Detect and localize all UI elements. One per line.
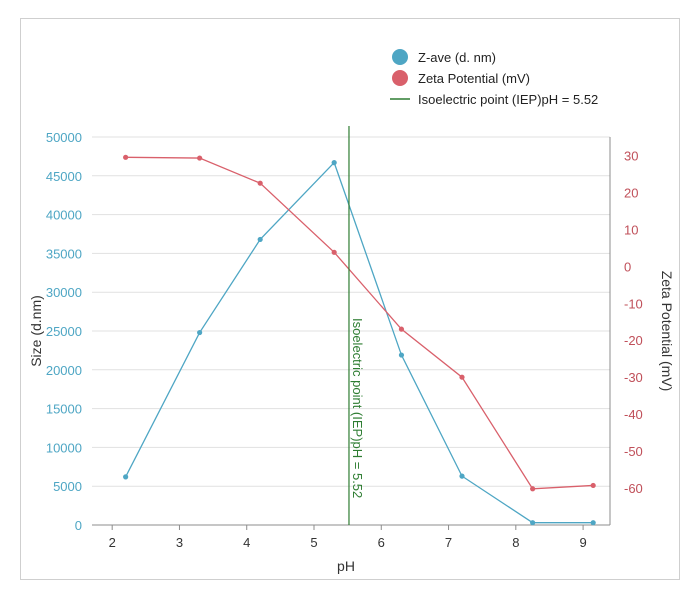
data-point-zeta-potential-mv — [590, 482, 596, 489]
y-left-tick-label: 30000 — [46, 285, 82, 300]
legend-label-z-ave-d-nm: Z-ave (d. nm) — [418, 50, 496, 65]
data-point-z-ave-d-nm — [459, 473, 465, 479]
y-right-tick-label: 20 — [624, 185, 638, 200]
y-right-tick-label: -60 — [624, 481, 643, 496]
y-left-tick-label: 15000 — [46, 402, 82, 417]
y-left-tick-label: 35000 — [46, 246, 82, 261]
data-point-zeta-potential-mv — [398, 326, 405, 332]
x-tick-label: 9 — [579, 535, 586, 550]
y-right-tick-label: 0 — [624, 259, 631, 274]
data-point-zeta-potential-mv — [257, 180, 263, 186]
y-left-tick-label: 40000 — [46, 208, 82, 223]
legend-label-iep: Isoelectric point (IEP)pH = 5.52 — [418, 92, 598, 107]
series-line-z-ave-d-nm — [125, 161, 594, 524]
y-left-tick-label: 45000 — [46, 169, 82, 184]
data-point-zeta-potential-mv — [530, 486, 536, 492]
y-right-tick-label: 30 — [624, 148, 638, 163]
x-axis-label: pH — [337, 558, 355, 574]
y-left-tick-label: 10000 — [46, 440, 82, 455]
y-right-tick-label: -40 — [624, 407, 643, 422]
y-left-tick-label: 5000 — [53, 479, 82, 494]
data-point-z-ave-d-nm — [257, 236, 263, 243]
y-left-tick-label: 25000 — [46, 324, 82, 339]
data-point-zeta-potential-mv — [123, 154, 129, 160]
y-left-tick-label: 50000 — [46, 130, 82, 145]
x-tick-label: 6 — [378, 535, 385, 550]
y-right-tick-label: -10 — [624, 296, 643, 311]
series-line-zeta-potential-mv — [125, 156, 594, 490]
y-left-axis-label: Size (d.nm) — [28, 295, 44, 367]
data-point-zeta-potential-mv — [331, 249, 337, 255]
x-tick-label: 8 — [512, 535, 519, 550]
y-right-tick-label: -20 — [624, 333, 643, 348]
y-right-tick-label: -50 — [624, 444, 643, 459]
data-point-z-ave-d-nm — [331, 160, 337, 166]
legend-label-zeta-potential-mv: Zeta Potential (mV) — [418, 71, 530, 86]
legend-marker-zeta-potential-mv — [392, 70, 408, 86]
y-left-tick-label: 20000 — [46, 363, 82, 378]
data-point-z-ave-d-nm — [123, 474, 129, 480]
y-right-axis-label: Zeta Potential (mV) — [659, 271, 675, 392]
y-left-tick-label: 0 — [75, 518, 82, 533]
data-point-z-ave-d-nm — [530, 520, 536, 526]
data-point-zeta-potential-mv — [459, 374, 465, 380]
iep-reference-label: Isoelectric point (IEP)pH = 5.52 — [350, 318, 365, 498]
x-tick-label: 3 — [176, 535, 183, 550]
x-tick-label: 2 — [109, 535, 116, 550]
data-point-z-ave-d-nm — [590, 520, 596, 526]
x-tick-label: 5 — [310, 535, 317, 550]
data-point-z-ave-d-nm — [398, 352, 405, 358]
data-point-z-ave-d-nm — [197, 329, 203, 336]
y-right-tick-label: -30 — [624, 370, 643, 385]
legend-marker-z-ave-d-nm — [392, 49, 408, 65]
x-tick-label: 4 — [243, 535, 250, 550]
x-tick-label: 7 — [445, 535, 452, 550]
y-right-tick-label: 10 — [624, 222, 638, 237]
data-point-zeta-potential-mv — [197, 155, 203, 161]
